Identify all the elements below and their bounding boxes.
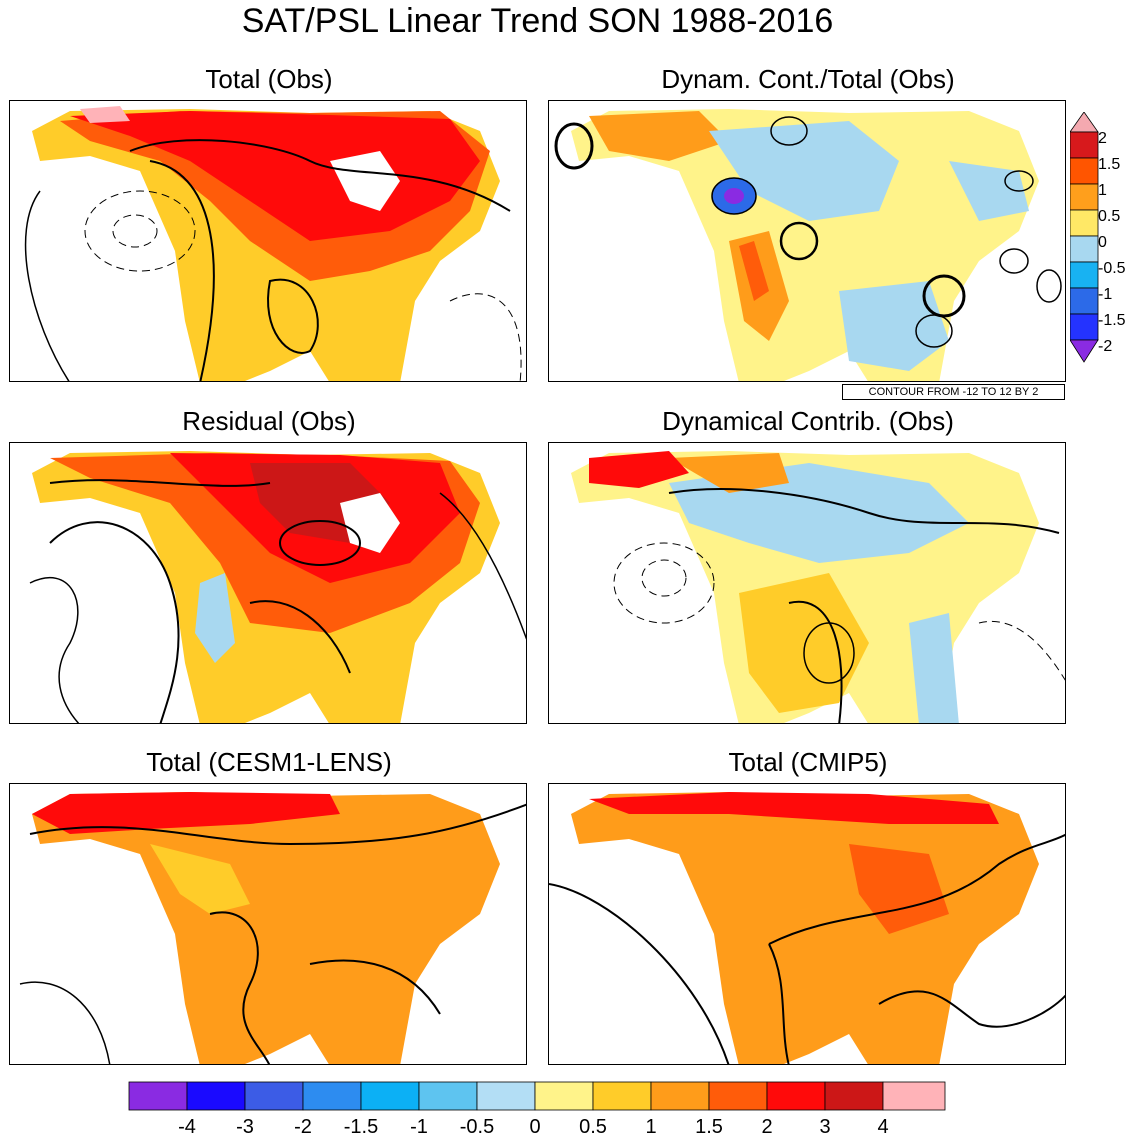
psl-contour-dashed	[614, 543, 714, 623]
bottom-colorbar-cell	[651, 1082, 709, 1110]
strong-negative-region	[724, 188, 744, 204]
land-region	[571, 792, 1039, 1065]
side-colorbar-cell	[1070, 288, 1098, 314]
side-colorbar-cell	[1070, 236, 1098, 262]
bottom-colorbar-cell	[361, 1082, 419, 1110]
psl-contour	[30, 578, 80, 724]
bottom-colorbar-cell	[187, 1082, 245, 1110]
bottom-colorbar-label: -1	[394, 1116, 444, 1139]
side-colorbar-cell	[1070, 210, 1098, 236]
side-colorbar-label: 1	[1098, 182, 1107, 200]
bottom-colorbar-cell	[535, 1082, 593, 1110]
side-colorbar-label: 0.5	[1098, 208, 1120, 226]
psl-contour-dashed	[979, 621, 1066, 683]
bottom-colorbar-label: 1	[626, 1116, 676, 1139]
bottom-colorbar-cell	[825, 1082, 883, 1110]
side-colorbar-cell	[1070, 158, 1098, 184]
panel-title-total-cesm1-lens: Total (CESM1-LENS)	[9, 747, 529, 778]
bottom-colorbar-cell	[767, 1082, 825, 1110]
map-total-cmip5	[548, 783, 1066, 1065]
bottom-colorbar-cell	[709, 1082, 767, 1110]
side-colorbar-label: 0	[1098, 234, 1107, 252]
bottom-colorbar-label: -4	[162, 1116, 212, 1139]
bottom-colorbar-label: 0	[510, 1116, 560, 1139]
bottom-colorbar	[128, 1081, 946, 1111]
bottom-colorbar-label: 4	[858, 1116, 908, 1139]
psl-contour-dashed	[450, 294, 521, 382]
side-colorbar-cell	[1070, 184, 1098, 210]
contour-info-label: CONTOUR FROM -12 TO 12 BY 2	[842, 384, 1065, 400]
bottom-colorbar-label: 0.5	[568, 1116, 618, 1139]
bottom-colorbar-cell	[477, 1082, 535, 1110]
side-colorbar-cell	[1070, 132, 1098, 158]
panel-title-dynam-cont-total-obs: Dynam. Cont./Total (Obs)	[548, 64, 1068, 95]
psl-contour	[549, 884, 729, 1065]
bottom-colorbar-cell	[245, 1082, 303, 1110]
panel-title-dynamical-contrib-obs: Dynamical Contrib. (Obs)	[548, 406, 1068, 437]
psl-contour-dashed	[642, 560, 686, 596]
panel-title-total-obs: Total (Obs)	[9, 64, 529, 95]
bottom-colorbar-label: -1.5	[336, 1116, 386, 1139]
bottom-colorbar-label: -3	[220, 1116, 270, 1139]
bottom-colorbar-cell	[419, 1082, 477, 1110]
side-colorbar-label: 1.5	[1098, 156, 1120, 174]
side-colorbar-label: -0.5	[1098, 260, 1126, 278]
panel-title-total-cmip5: Total (CMIP5)	[548, 747, 1068, 778]
side-colorbar-label: -1.5	[1098, 312, 1126, 330]
panel-title-residual-obs: Residual (Obs)	[9, 406, 529, 437]
bottom-colorbar-cell	[883, 1082, 945, 1110]
map-dynamical-contrib-obs	[548, 442, 1066, 724]
bottom-colorbar-label: -0.5	[452, 1116, 502, 1139]
psl-contour	[20, 982, 110, 1065]
map-total-cesm1-lens	[9, 783, 527, 1065]
psl-contour	[1037, 270, 1061, 302]
side-colorbar-cell	[1070, 314, 1098, 340]
side-colorbar-tri-bottom	[1070, 340, 1098, 362]
side-colorbar-label: -1	[1098, 286, 1112, 304]
side-colorbar-tri-top	[1070, 112, 1098, 132]
figure-title: SAT/PSL Linear Trend SON 1988-2016	[0, 2, 1075, 41]
map-total-obs	[9, 100, 527, 382]
bottom-colorbar-cell	[303, 1082, 361, 1110]
psl-contour-dashed	[113, 215, 157, 247]
bottom-colorbar-cell	[593, 1082, 651, 1110]
bottom-colorbar-label: -2	[278, 1116, 328, 1139]
bottom-colorbar-cell	[129, 1082, 187, 1110]
bottom-colorbar-label: 1.5	[684, 1116, 734, 1139]
bottom-colorbar-label: 3	[800, 1116, 850, 1139]
map-residual-obs	[9, 442, 527, 724]
psl-contour	[1000, 249, 1028, 273]
side-colorbar-label: 2	[1098, 130, 1107, 148]
side-colorbar-label: -2	[1098, 338, 1112, 356]
side-colorbar-cell	[1070, 262, 1098, 288]
psl-contour	[26, 191, 70, 382]
map-dynam-cont-total-obs	[548, 100, 1066, 382]
bottom-colorbar-label: 2	[742, 1116, 792, 1139]
